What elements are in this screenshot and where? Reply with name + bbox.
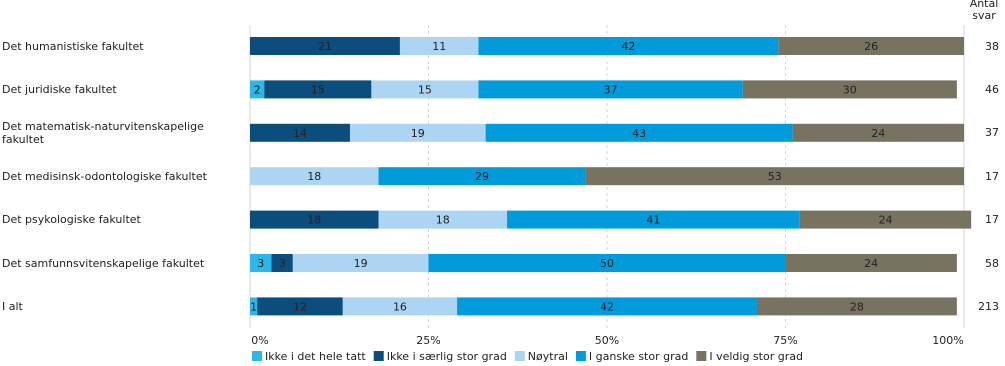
count-label: 17 [985, 169, 999, 183]
data-label: 29 [475, 170, 489, 183]
bar-segment [250, 37, 400, 55]
bar-segment [756, 297, 957, 316]
bar-segment [785, 254, 957, 272]
count-label: 38 [985, 39, 999, 53]
data-label: 24 [864, 257, 878, 270]
bar-segment [250, 80, 265, 99]
legend-label: Ikke i det hele tatt [265, 350, 366, 363]
bar-segment [378, 210, 508, 229]
category-label: Det samfunnsvitenskapelige fakultet [2, 256, 205, 270]
bar-segment [478, 37, 779, 55]
data-label: 2 [254, 83, 261, 96]
data-label: 3 [257, 257, 264, 270]
legend-label: Ikke i særlig stor grad [387, 350, 507, 363]
bar-segment [250, 254, 272, 272]
legend-label: Nøytral [528, 350, 568, 363]
legend-swatch [373, 351, 384, 361]
category-label: Det matematisk-naturvitenskapelige fakul… [2, 119, 204, 146]
bar-segment [349, 123, 486, 142]
data-label: 24 [878, 214, 892, 227]
x-tick-label: 25% [416, 334, 440, 347]
data-label: 42 [600, 300, 614, 313]
category-label: Det humanistiske fakultet [2, 39, 144, 53]
count-label: 17 [985, 213, 999, 227]
data-label: 26 [864, 40, 878, 53]
category-label: Det psykologiske fakultet [2, 213, 141, 227]
legend-swatch [514, 351, 525, 361]
data-label: 12 [293, 300, 307, 313]
count-label: 37 [985, 126, 999, 140]
category-label: I alt [2, 299, 23, 313]
bar-segment [428, 254, 786, 272]
count-label: 46 [985, 82, 999, 96]
bar-segment [507, 210, 800, 229]
x-tick-label: 0% [251, 334, 268, 347]
bar-segment [257, 297, 343, 316]
data-label: 19 [354, 257, 368, 270]
data-label: 37 [604, 83, 618, 96]
data-label: 41 [646, 214, 660, 227]
data-label: 11 [432, 40, 446, 53]
bar-segment [378, 167, 586, 186]
bar-segment [250, 123, 350, 142]
data-label: 14 [293, 127, 307, 140]
bar-segment [792, 123, 964, 142]
bar-segment [457, 297, 757, 316]
bar-segment [478, 80, 743, 99]
data-label: 28 [850, 300, 864, 313]
category-label: Det juridiske fakultet [2, 82, 117, 96]
count-title: Antal svar [969, 0, 999, 22]
data-label: 15 [418, 83, 432, 96]
data-label: 43 [632, 127, 646, 140]
data-label: 18 [307, 170, 321, 183]
bar-segment [399, 37, 479, 55]
data-label: 3 [279, 257, 286, 270]
data-label: 24 [871, 127, 885, 140]
data-label: 18 [436, 214, 450, 227]
data-label: 1 [250, 300, 257, 313]
bar-segment [250, 297, 258, 316]
count-label: 213 [978, 299, 999, 313]
bar-segment [742, 80, 957, 99]
x-tick-label: 100% [932, 334, 963, 347]
bar-segment [799, 210, 972, 229]
bar-segment [292, 254, 429, 272]
count-label: 58 [985, 256, 999, 270]
data-label: 50 [600, 257, 614, 270]
bar-segment [371, 80, 479, 99]
data-label: 42 [621, 40, 635, 53]
bar-segment [271, 254, 293, 272]
bar-segment [264, 80, 372, 99]
bar-segment [485, 123, 793, 142]
x-tick-label: 50% [595, 334, 619, 347]
data-label: 16 [393, 300, 407, 313]
bar-segment [585, 167, 964, 186]
data-label: 15 [311, 83, 325, 96]
data-label: 30 [843, 83, 857, 96]
data-label: 18 [307, 214, 321, 227]
bar-segment [250, 210, 379, 229]
legend-swatch [696, 351, 707, 361]
bar-segment [778, 37, 964, 55]
category-label: Det medisinsk-odontologiske fakultet [2, 169, 207, 183]
data-label: 53 [768, 170, 782, 183]
legend-swatch [252, 351, 262, 361]
bar-segment [342, 297, 458, 316]
legend-swatch [575, 351, 586, 361]
bar-segment [250, 167, 379, 186]
data-label: 19 [411, 127, 425, 140]
x-tick-label: 75% [773, 334, 797, 347]
legend-label: I veldig stor grad [709, 350, 803, 363]
legend-label: I ganske stor grad [589, 350, 688, 363]
data-label: 21 [318, 40, 332, 53]
